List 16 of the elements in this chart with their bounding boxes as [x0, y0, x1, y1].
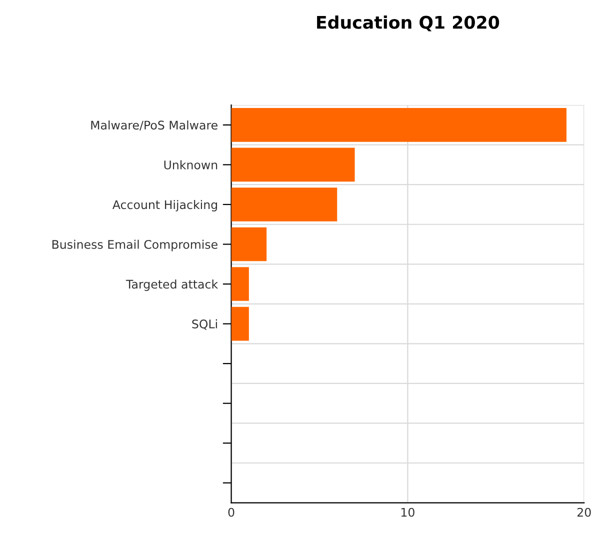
y-tick-label: Business Email Compromise	[52, 240, 218, 252]
y-tick-label: SQLi	[192, 319, 217, 330]
bar	[231, 227, 267, 262]
bar	[231, 108, 566, 142]
x-tick-label: 10	[401, 508, 414, 517]
chart-title: Education Q1 2020	[317, 15, 500, 32]
bar	[231, 267, 249, 301]
y-tick-label: Targeted attack	[126, 280, 218, 291]
x-tick-label: 20	[577, 508, 591, 517]
y-tick-label: Unknown	[164, 160, 218, 170]
x-tick-label: 0	[228, 508, 234, 517]
bar	[231, 306, 249, 341]
y-tick-label: Account Hijacking	[112, 200, 218, 212]
y-tick-label: Malware/PoS Malware	[91, 120, 218, 131]
bar	[231, 188, 338, 222]
bar	[231, 148, 355, 182]
